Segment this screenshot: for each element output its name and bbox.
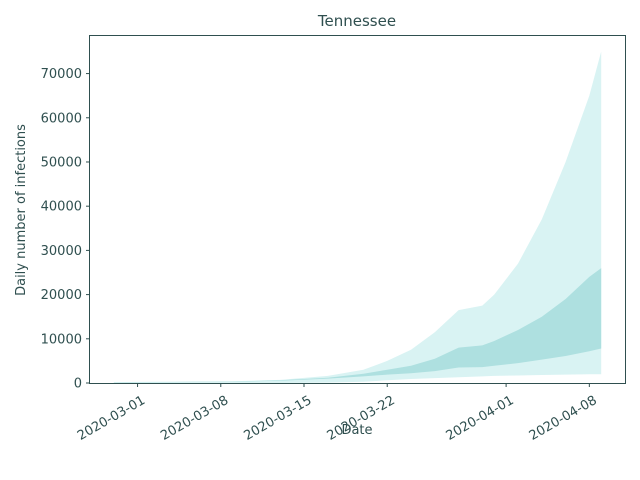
x-tick-label: 2020-03-01: [75, 393, 148, 444]
y-tick-label: 60000: [41, 111, 82, 126]
y-axis-title: Daily number of infections: [14, 124, 29, 296]
x-axis: 2020-03-01 2020-03-08 2020-03-15 2020-03-22…: [75, 383, 600, 444]
y-tick-label: 20000: [41, 288, 82, 303]
inner-band-area: [113, 268, 602, 383]
y-tick-label: 30000: [41, 244, 82, 259]
y-tick-label: 40000: [41, 200, 82, 215]
x-axis-title: Date: [341, 423, 372, 438]
x-tick-label: 2020-04-01: [444, 393, 517, 444]
plot-area: [113, 51, 602, 383]
plot-frame: [89, 35, 626, 384]
chart-title: Tennessee: [317, 12, 396, 30]
y-tick-label: 0: [74, 377, 82, 392]
x-tick-label: 2020-04-08: [527, 393, 600, 444]
y-tick-label: 50000: [41, 155, 82, 170]
x-tick-label: 2020-03-08: [158, 393, 231, 444]
y-axis: 0 10000 20000 30000 40000 50000 60000 70000: [41, 67, 90, 392]
y-tick-label: 70000: [41, 67, 82, 82]
y-tick-label: 10000: [41, 332, 82, 347]
x-tick-label: 2020-03-15: [241, 393, 314, 444]
